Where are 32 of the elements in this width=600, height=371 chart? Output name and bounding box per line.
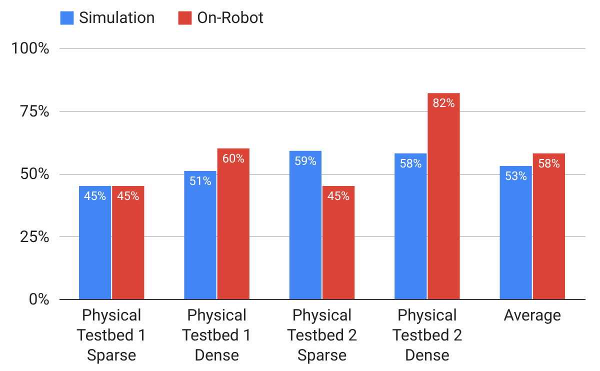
bar: [184, 170, 216, 299]
data-label: 60%: [222, 151, 245, 166]
x-tick-label: Physical Testbed 1 Sparse: [76, 306, 147, 364]
y-tick-label: 100%: [10, 38, 50, 58]
bar: [289, 150, 322, 299]
data-label: 59%: [294, 154, 317, 168]
y-tick-label: 75%: [20, 101, 50, 120]
legend-label: Simulation: [79, 8, 155, 27]
data-label: 82%: [432, 96, 456, 110]
bar: [394, 153, 427, 299]
y-tick-label: 0%: [28, 290, 50, 308]
y-tick-label: 25%: [20, 226, 50, 246]
legend-label: On-Robot: [197, 8, 264, 27]
bar: [112, 186, 144, 299]
data-label: 45%: [117, 189, 140, 204]
data-label: 51%: [189, 174, 212, 188]
bar: [532, 153, 566, 299]
x-tick-label: Average: [504, 306, 562, 324]
x-tick-label: Physical Testbed 2 Sparse: [286, 306, 358, 364]
data-label: 58%: [400, 156, 422, 170]
bar: [78, 186, 112, 299]
data-label: 45%: [84, 189, 106, 204]
bar: [217, 148, 250, 299]
x-tick-label: Physical Testbed 2 Dense: [392, 306, 462, 364]
bar: [428, 93, 460, 299]
x-tick-label: Physical Testbed 1 Dense: [182, 306, 252, 364]
bar: [322, 186, 355, 299]
data-label: 53%: [504, 168, 528, 183]
data-label: 58%: [538, 156, 560, 170]
y-tick-label: 50%: [20, 164, 50, 183]
data-label: 45%: [327, 189, 350, 204]
bar: [500, 166, 532, 299]
